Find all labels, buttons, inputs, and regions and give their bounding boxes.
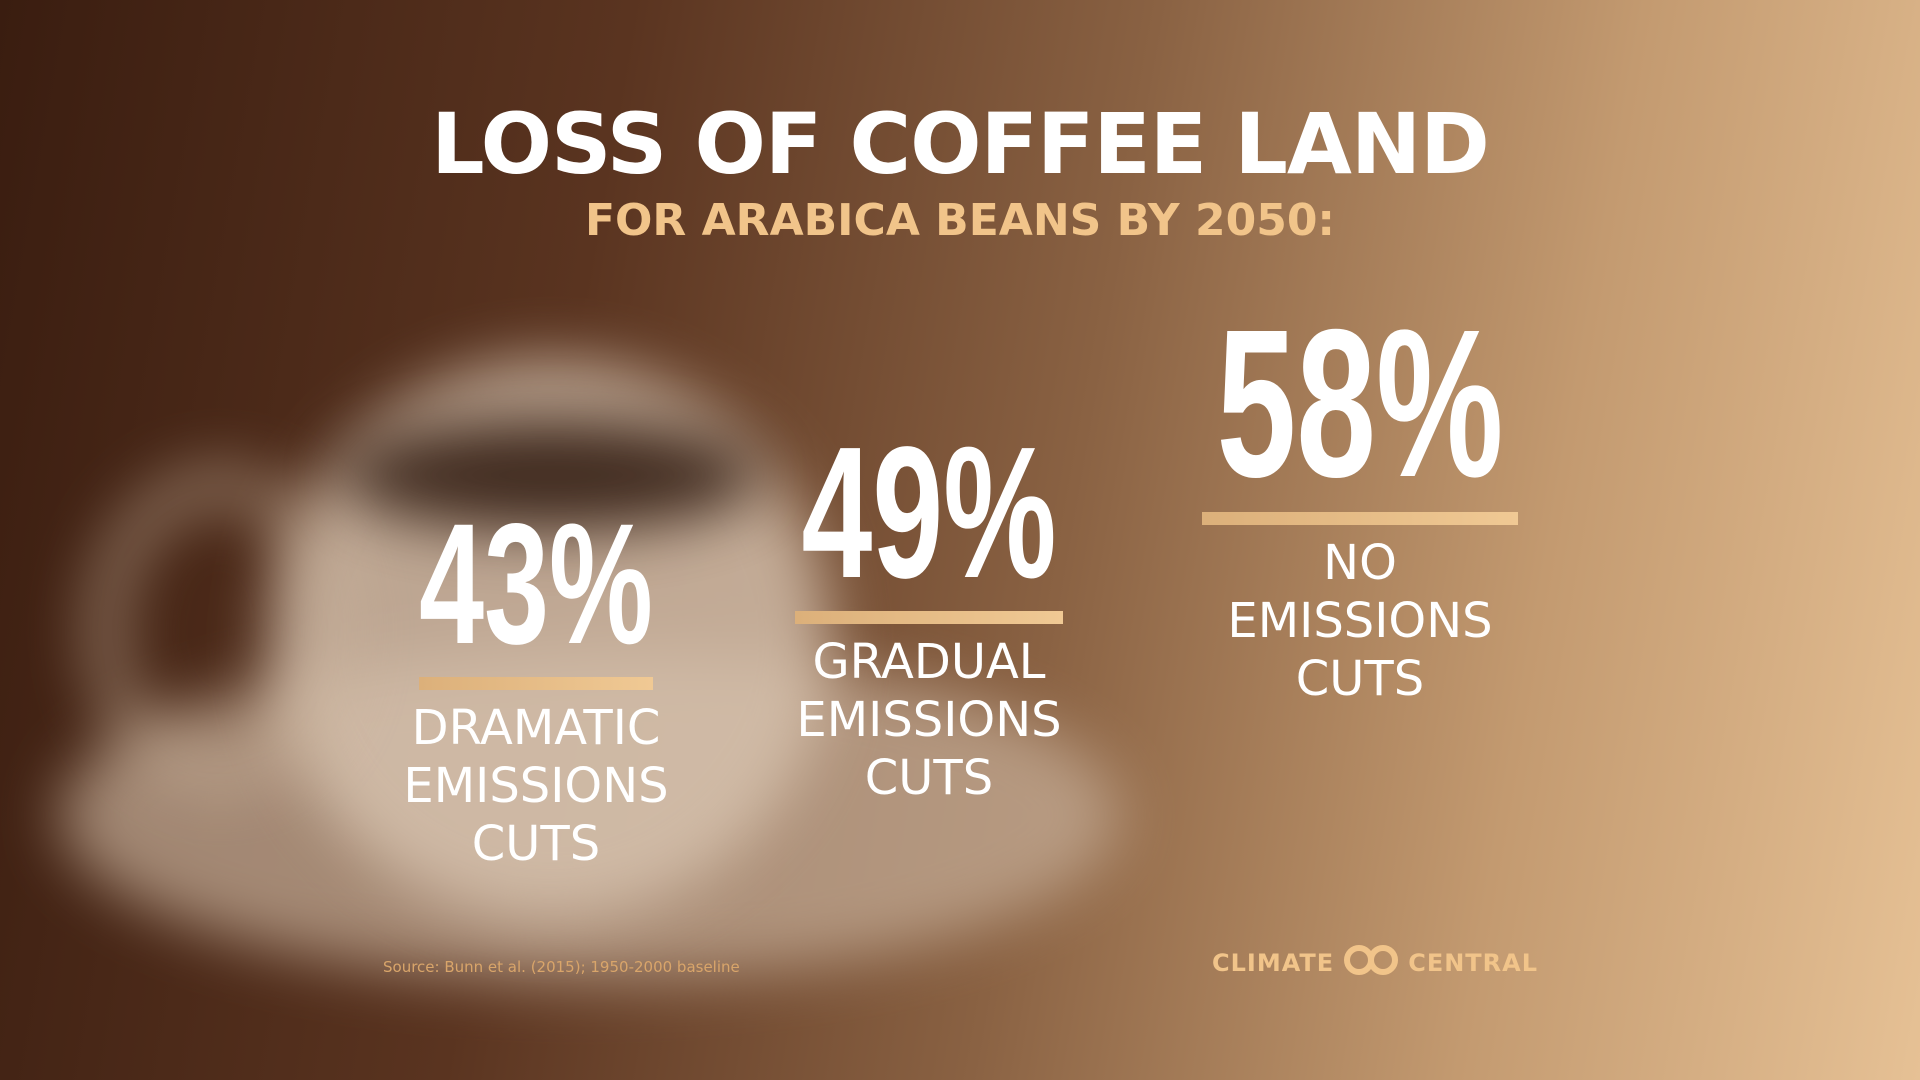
bar — [1201, 512, 1519, 525]
logo-left: CLIMATE — [1212, 949, 1335, 977]
value-label: 43% — [419, 488, 653, 681]
logo-right: CENTRAL — [1408, 949, 1539, 977]
logo-icon — [1344, 945, 1399, 981]
coffee — [340, 420, 760, 530]
title: LOSS OF COFFEE LAND — [431, 95, 1490, 193]
value-label: 58% — [1216, 284, 1504, 521]
logo: CLIMATE CENTRAL — [1212, 945, 1538, 981]
category-label: DRAMATIC EMISSIONS CUTS — [403, 700, 669, 872]
handle — [90, 470, 350, 790]
value-label: 49% — [801, 406, 1057, 617]
category-label: GRADUAL EMISSIONS CUTS — [796, 634, 1062, 806]
bar — [418, 677, 654, 690]
category-label: NO EMISSIONS CUTS — [1227, 535, 1493, 707]
source: Source: Bunn et al. (2015); 1950-2000 ba… — [383, 958, 740, 976]
bar — [795, 611, 1063, 624]
subtitle: FOR ARABICA BEANS BY 2050: — [584, 195, 1336, 246]
